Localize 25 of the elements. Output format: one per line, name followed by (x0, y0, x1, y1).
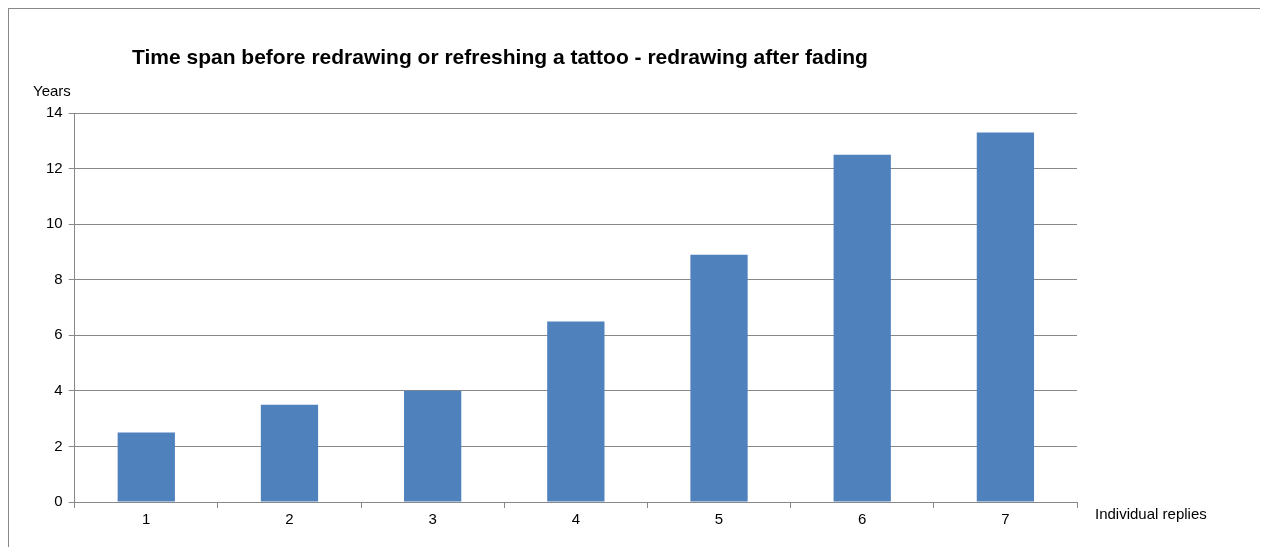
x-tick-label: 2 (285, 510, 294, 528)
y-tick-label: 4 (54, 381, 63, 398)
bar (976, 132, 1035, 502)
bar (117, 432, 175, 502)
x-axis-title: Individual replies (1095, 505, 1207, 523)
x-tick-label: 6 (858, 510, 867, 528)
x-tick-label: 3 (428, 510, 437, 528)
bar (833, 154, 891, 502)
bar (547, 321, 605, 502)
x-tick-label: 4 (571, 510, 581, 528)
y-axis-title: Years (33, 82, 71, 100)
y-tick-label: 0 (54, 492, 63, 510)
bar (260, 404, 319, 502)
y-tick-label: 14 (46, 103, 63, 121)
y-tick-label: 10 (46, 214, 63, 232)
y-tick-label: 6 (54, 325, 63, 343)
y-tick-label: 2 (54, 436, 63, 454)
y-tick-label: 8 (54, 269, 63, 287)
x-tick-label: 7 (1001, 510, 1010, 528)
bar (404, 390, 462, 502)
bar (690, 254, 748, 502)
chart-title: Time span before redrawing or refreshing a tattoo - redrawing after fading (132, 44, 868, 68)
x-tick-label: 1 (142, 510, 151, 528)
x-tick-label: 5 (714, 510, 724, 528)
y-tick-label: 12 (46, 158, 63, 176)
